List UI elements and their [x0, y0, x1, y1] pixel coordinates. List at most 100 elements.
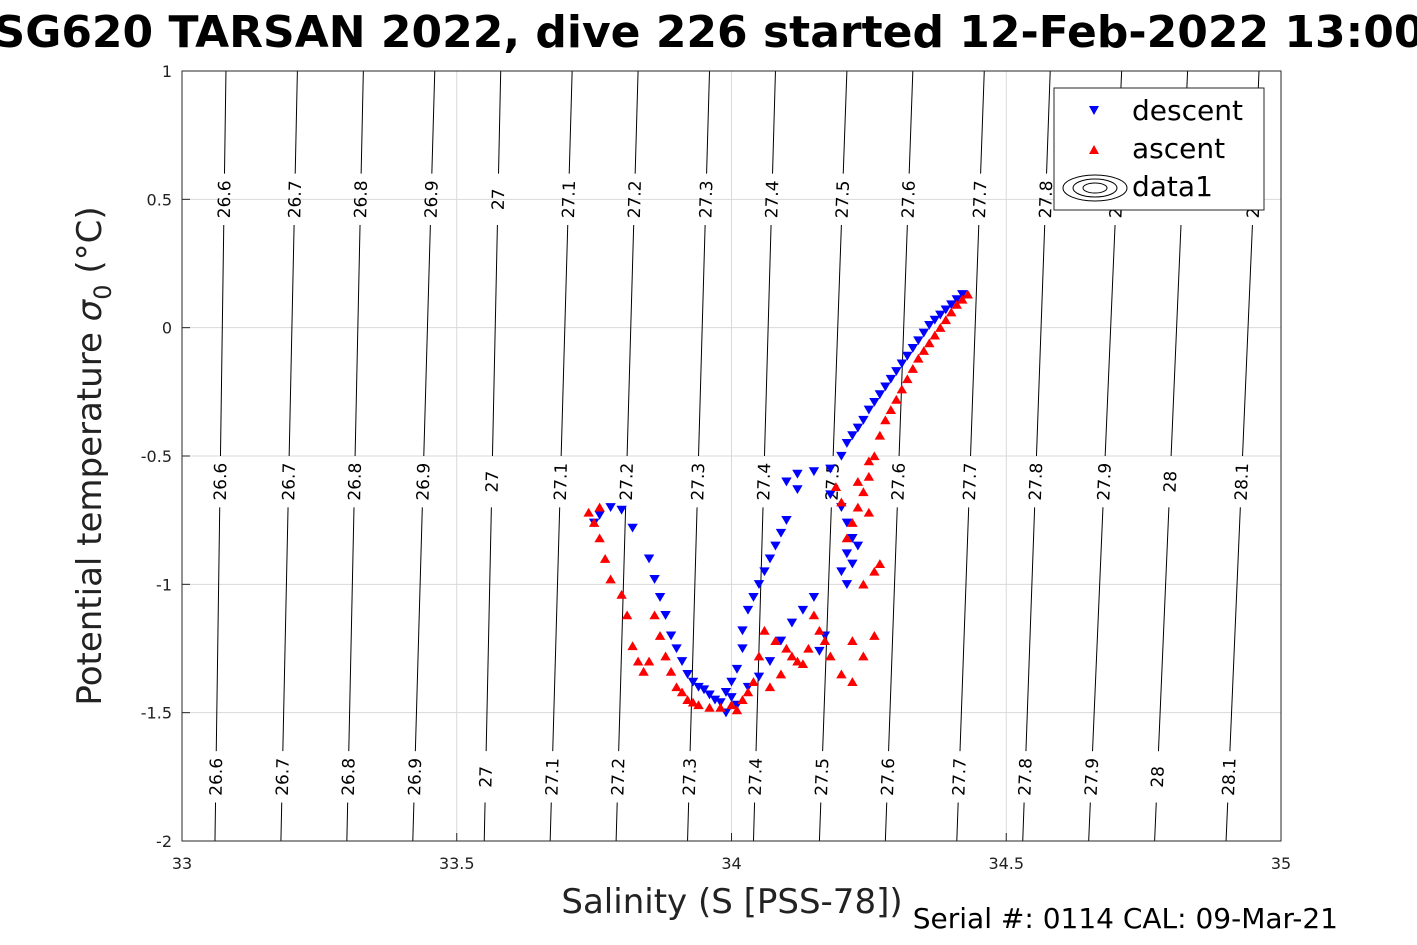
- y-tick-label: 0: [162, 319, 172, 338]
- descent-point: [902, 351, 913, 361]
- isopycnal-label: 26.6: [211, 463, 232, 501]
- descent-point: [918, 328, 930, 338]
- descent-point: [649, 575, 660, 584]
- descent-point: [627, 523, 638, 533]
- isopycnal-line: [1154, 802, 1157, 841]
- isopycnal-line: [128, 71, 138, 174]
- ascent-point: [748, 677, 759, 687]
- descent-point: [709, 695, 721, 705]
- isopycnal-line: [483, 802, 486, 841]
- isopycnal-label: 28.1: [1219, 758, 1241, 797]
- isopycnal-line: [485, 507, 492, 752]
- ascent-point: [918, 346, 930, 355]
- ascent-point: [808, 610, 820, 620]
- isopycnal-line: [414, 507, 423, 752]
- descent-point: [781, 477, 792, 487]
- descent-point: [847, 533, 858, 543]
- descent-point: [924, 320, 935, 330]
- isopycnal-label: 26.8: [345, 463, 366, 501]
- ascent-point: [792, 656, 803, 666]
- ascent-point: [654, 630, 666, 640]
- descent-point: [682, 670, 693, 679]
- ascent-point: [682, 695, 693, 704]
- ascent-point: [907, 364, 919, 373]
- isopycnal-line: [360, 71, 364, 174]
- descent-point: [797, 605, 809, 615]
- x-tick-label: 34: [721, 854, 741, 873]
- isopycnal-label: 26.6: [215, 180, 236, 218]
- ascent-point: [819, 636, 831, 645]
- descent-point: [841, 518, 853, 528]
- descent-point: [808, 593, 820, 602]
- isopycnal-line: [634, 71, 639, 174]
- isopycnal-line: [689, 507, 698, 752]
- ascent-point: [869, 451, 880, 461]
- isopycnal-line: [491, 224, 498, 457]
- isopycnal-label: 27.3: [688, 462, 709, 500]
- descent-point: [852, 541, 864, 551]
- ascent-point: [847, 677, 858, 687]
- descent-point: [880, 382, 891, 392]
- descent-point: [858, 415, 869, 425]
- ascent-point: [770, 636, 781, 645]
- ascent-point: [847, 518, 858, 527]
- x-tick-label: 34.5: [988, 854, 1024, 873]
- legend: descent ascent data1: [1053, 87, 1265, 211]
- isopycnal-line: [755, 507, 764, 752]
- ascent-point: [737, 695, 748, 704]
- ascent-point: [638, 666, 649, 676]
- isopycnal-label: 26.8: [351, 180, 372, 218]
- x-tick-label: 33: [172, 854, 192, 873]
- isopycnal-label: 27.8: [1036, 180, 1057, 219]
- isopycnal-label: 26.9: [414, 462, 435, 500]
- descent-point: [951, 295, 962, 305]
- descent-point: [869, 397, 880, 407]
- ascent-point: [759, 625, 770, 635]
- isopycnal-line: [1022, 802, 1025, 841]
- isopycnal-label: 27.2: [625, 180, 646, 218]
- ascent-point: [863, 456, 875, 466]
- isopycnal-label: 27.5: [833, 180, 854, 219]
- isopycnal-label: 27.9: [1082, 758, 1104, 797]
- descent-point: [841, 549, 853, 559]
- descent-point: [643, 554, 655, 564]
- isopycnal-label: 27.1: [559, 180, 580, 218]
- isopycnal-line: [698, 224, 706, 457]
- isopycnal-line: [412, 802, 415, 841]
- ascent-point: [852, 502, 864, 512]
- isopycnal-line: [294, 71, 298, 174]
- ascent-point: [858, 487, 869, 497]
- isopycnal-line: [956, 802, 959, 841]
- isopycnal-line: [1046, 71, 1051, 174]
- isopycnal-line: [354, 224, 361, 457]
- descent-point: [753, 580, 765, 590]
- isopycnal-label: 26.5: [57, 757, 81, 797]
- isopycnal-label: 27.9: [1094, 462, 1116, 501]
- ascent-point: [863, 507, 875, 517]
- isopycnal-line: [568, 71, 573, 174]
- descent-point: [786, 618, 798, 628]
- isopycnal-line: [842, 71, 848, 174]
- descent-point: [814, 646, 825, 656]
- isopycnal-line: [346, 802, 349, 841]
- legend-box: [1053, 87, 1265, 211]
- ascent-point: [896, 384, 908, 394]
- isopycnal-line: [1025, 507, 1036, 752]
- ascent-point: [671, 682, 682, 692]
- isopycnal-label: 26.9: [422, 180, 443, 218]
- isopycnal-line: [832, 224, 842, 457]
- ascent-point: [830, 482, 842, 491]
- isopycnal-line: [618, 507, 627, 752]
- ascent-point: [814, 625, 825, 635]
- isopycnal-label: 27.8: [1015, 758, 1036, 797]
- isopycnal-label: 27.3: [696, 180, 717, 218]
- isopycnal-label: 27.4: [746, 758, 767, 796]
- descent-point: [847, 431, 858, 441]
- isopycnal-line: [822, 507, 832, 752]
- ascent-point: [874, 430, 886, 440]
- descent-point: [726, 693, 737, 702]
- ascent-point: [704, 702, 715, 712]
- isopycnal-label: 28: [1161, 470, 1182, 492]
- ascent-point: [957, 294, 968, 304]
- descent-series: [588, 290, 968, 718]
